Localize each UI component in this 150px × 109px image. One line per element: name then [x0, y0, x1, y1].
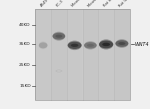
Bar	[82, 9, 98, 100]
Ellipse shape	[99, 39, 113, 49]
Bar	[51, 9, 67, 100]
Ellipse shape	[55, 35, 62, 38]
Ellipse shape	[102, 43, 110, 46]
Ellipse shape	[39, 42, 47, 49]
Ellipse shape	[87, 44, 94, 47]
Ellipse shape	[115, 39, 128, 48]
Ellipse shape	[57, 70, 61, 72]
Text: 15KD: 15KD	[19, 84, 31, 88]
Text: 25KD: 25KD	[19, 63, 31, 67]
Bar	[98, 9, 114, 100]
Ellipse shape	[55, 69, 62, 73]
Bar	[35, 9, 130, 100]
Text: A549: A549	[40, 0, 49, 8]
Ellipse shape	[68, 41, 82, 50]
Ellipse shape	[68, 42, 82, 49]
Bar	[35, 9, 51, 100]
Bar	[114, 9, 130, 100]
Text: Mouse brain: Mouse brain	[71, 0, 90, 8]
Ellipse shape	[41, 44, 45, 47]
Ellipse shape	[55, 69, 62, 73]
Text: PC-3: PC-3	[55, 0, 64, 8]
Bar	[67, 9, 82, 100]
Text: Rat lung: Rat lung	[118, 0, 132, 8]
Text: WNT4: WNT4	[134, 42, 149, 47]
Ellipse shape	[84, 41, 97, 49]
Ellipse shape	[52, 32, 65, 41]
Ellipse shape	[39, 42, 47, 48]
Text: 35KD: 35KD	[19, 42, 31, 46]
Ellipse shape	[71, 44, 78, 47]
Bar	[35, 9, 130, 100]
Text: Rat brain: Rat brain	[103, 0, 118, 8]
Text: Mouse lung: Mouse lung	[87, 0, 105, 8]
Ellipse shape	[118, 42, 125, 45]
Text: 40KD: 40KD	[19, 23, 31, 27]
Ellipse shape	[84, 42, 97, 49]
Ellipse shape	[115, 40, 128, 47]
Ellipse shape	[52, 33, 65, 40]
Ellipse shape	[99, 41, 113, 48]
